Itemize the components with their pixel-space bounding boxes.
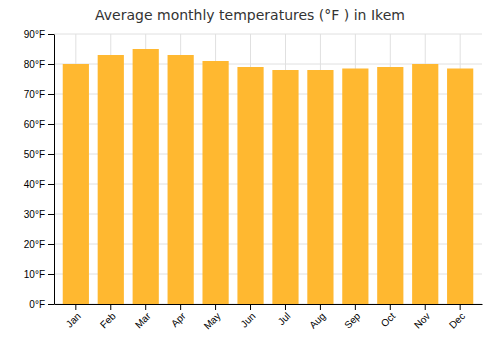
axis-line: [54, 35, 55, 305]
chart: Average monthly temperatures (°F ) in Ik…: [0, 0, 500, 350]
tick-mark: [250, 304, 251, 310]
tick-label: 90°F: [24, 29, 45, 40]
tick-label: 30°F: [24, 209, 45, 220]
tick-mark: [75, 304, 76, 310]
tick-label: 0°F: [29, 299, 45, 310]
tick: Mar: [133, 304, 153, 330]
bars: [63, 49, 474, 304]
tick-mark: [425, 304, 426, 310]
bar: [447, 69, 473, 305]
tick-label: 70°F: [24, 89, 45, 100]
bar: [133, 49, 159, 304]
tick-label: 10°F: [24, 269, 45, 280]
tick-label: Feb: [98, 310, 118, 330]
tick: 30°F: [24, 209, 54, 220]
tick-label: Jul: [276, 310, 293, 327]
tick-mark: [48, 274, 54, 275]
bar: [377, 67, 403, 304]
bar: [307, 70, 333, 304]
tick: 60°F: [24, 119, 54, 130]
tick-label: Nov: [412, 310, 432, 330]
tick-label: 60°F: [24, 119, 45, 130]
tick-mark: [390, 304, 391, 310]
tick-mark: [110, 304, 111, 310]
tick-label: Jan: [64, 310, 83, 329]
tick-mark: [48, 154, 54, 155]
tick-mark: [145, 304, 146, 310]
grid: [54, 34, 482, 304]
tick-label: 40°F: [24, 179, 45, 190]
tick-mark: [48, 244, 54, 245]
axis-line: [55, 304, 483, 305]
bar: [237, 67, 263, 304]
tick: 90°F: [24, 29, 54, 40]
title: Average monthly temperatures (°F ) in Ik…: [95, 7, 405, 23]
tick: 10°F: [24, 269, 54, 280]
tick-mark: [215, 304, 216, 310]
tick: Apr: [169, 304, 188, 329]
tick: Jun: [238, 304, 257, 330]
tick-label: 50°F: [24, 149, 45, 160]
tick-label: Sep: [342, 310, 363, 331]
tick: Feb: [98, 304, 118, 330]
tick: Aug: [307, 304, 327, 331]
tick-mark: [285, 304, 286, 310]
tick-mark: [320, 304, 321, 310]
bar: [202, 61, 228, 304]
grid-line: [54, 34, 482, 35]
tick-mark: [48, 124, 54, 125]
tick-mark: [48, 304, 54, 305]
tick-mark: [48, 94, 54, 95]
bar: [342, 69, 368, 305]
tick-mark: [180, 304, 181, 310]
tick: 80°F: [24, 59, 54, 70]
tick-mark: [460, 304, 461, 310]
bar: [98, 55, 124, 304]
bar: [63, 64, 89, 304]
tick: Dec: [447, 304, 467, 331]
y-axis: 0°F 10°F 20°F 30°F 40°F 50°F 60°F 70°F 80°F 90°F: [24, 29, 55, 310]
tick-label: Dec: [447, 310, 467, 330]
tick: 50°F: [24, 149, 54, 160]
tick-label: 20°F: [24, 239, 45, 250]
tick: 0°F: [29, 299, 54, 310]
bar: [272, 70, 298, 304]
tick-label: Jun: [238, 310, 257, 329]
tick-label: Mar: [133, 310, 153, 330]
tick: Oct: [379, 304, 398, 329]
tick: Jul: [276, 304, 293, 327]
tick: 40°F: [24, 179, 54, 190]
tick-label: May: [202, 310, 223, 331]
tick-label: 80°F: [24, 59, 45, 70]
tick-mark: [48, 64, 54, 65]
tick-mark: [48, 34, 54, 35]
x-axis: Jan Feb Mar Apr May Jun Jul Aug Sep Oct Nov Dec: [55, 304, 483, 332]
tick-label: Oct: [379, 310, 398, 329]
tick: 20°F: [24, 239, 54, 250]
tick-label: Aug: [307, 310, 327, 330]
tick-mark: [48, 214, 54, 215]
tick-label: Apr: [169, 310, 188, 329]
tick: Sep: [342, 304, 363, 331]
tick: 70°F: [24, 89, 54, 100]
tick: Nov: [412, 304, 432, 331]
bar: [412, 64, 438, 304]
tick: Jan: [64, 304, 83, 330]
plot: 0°F 10°F 20°F 30°F 40°F 50°F 60°F 70°F 80°F 90°F J…: [24, 29, 483, 332]
tick-mark: [355, 304, 356, 310]
tick: May: [202, 304, 223, 332]
tick-mark: [48, 184, 54, 185]
bar: [168, 55, 194, 304]
